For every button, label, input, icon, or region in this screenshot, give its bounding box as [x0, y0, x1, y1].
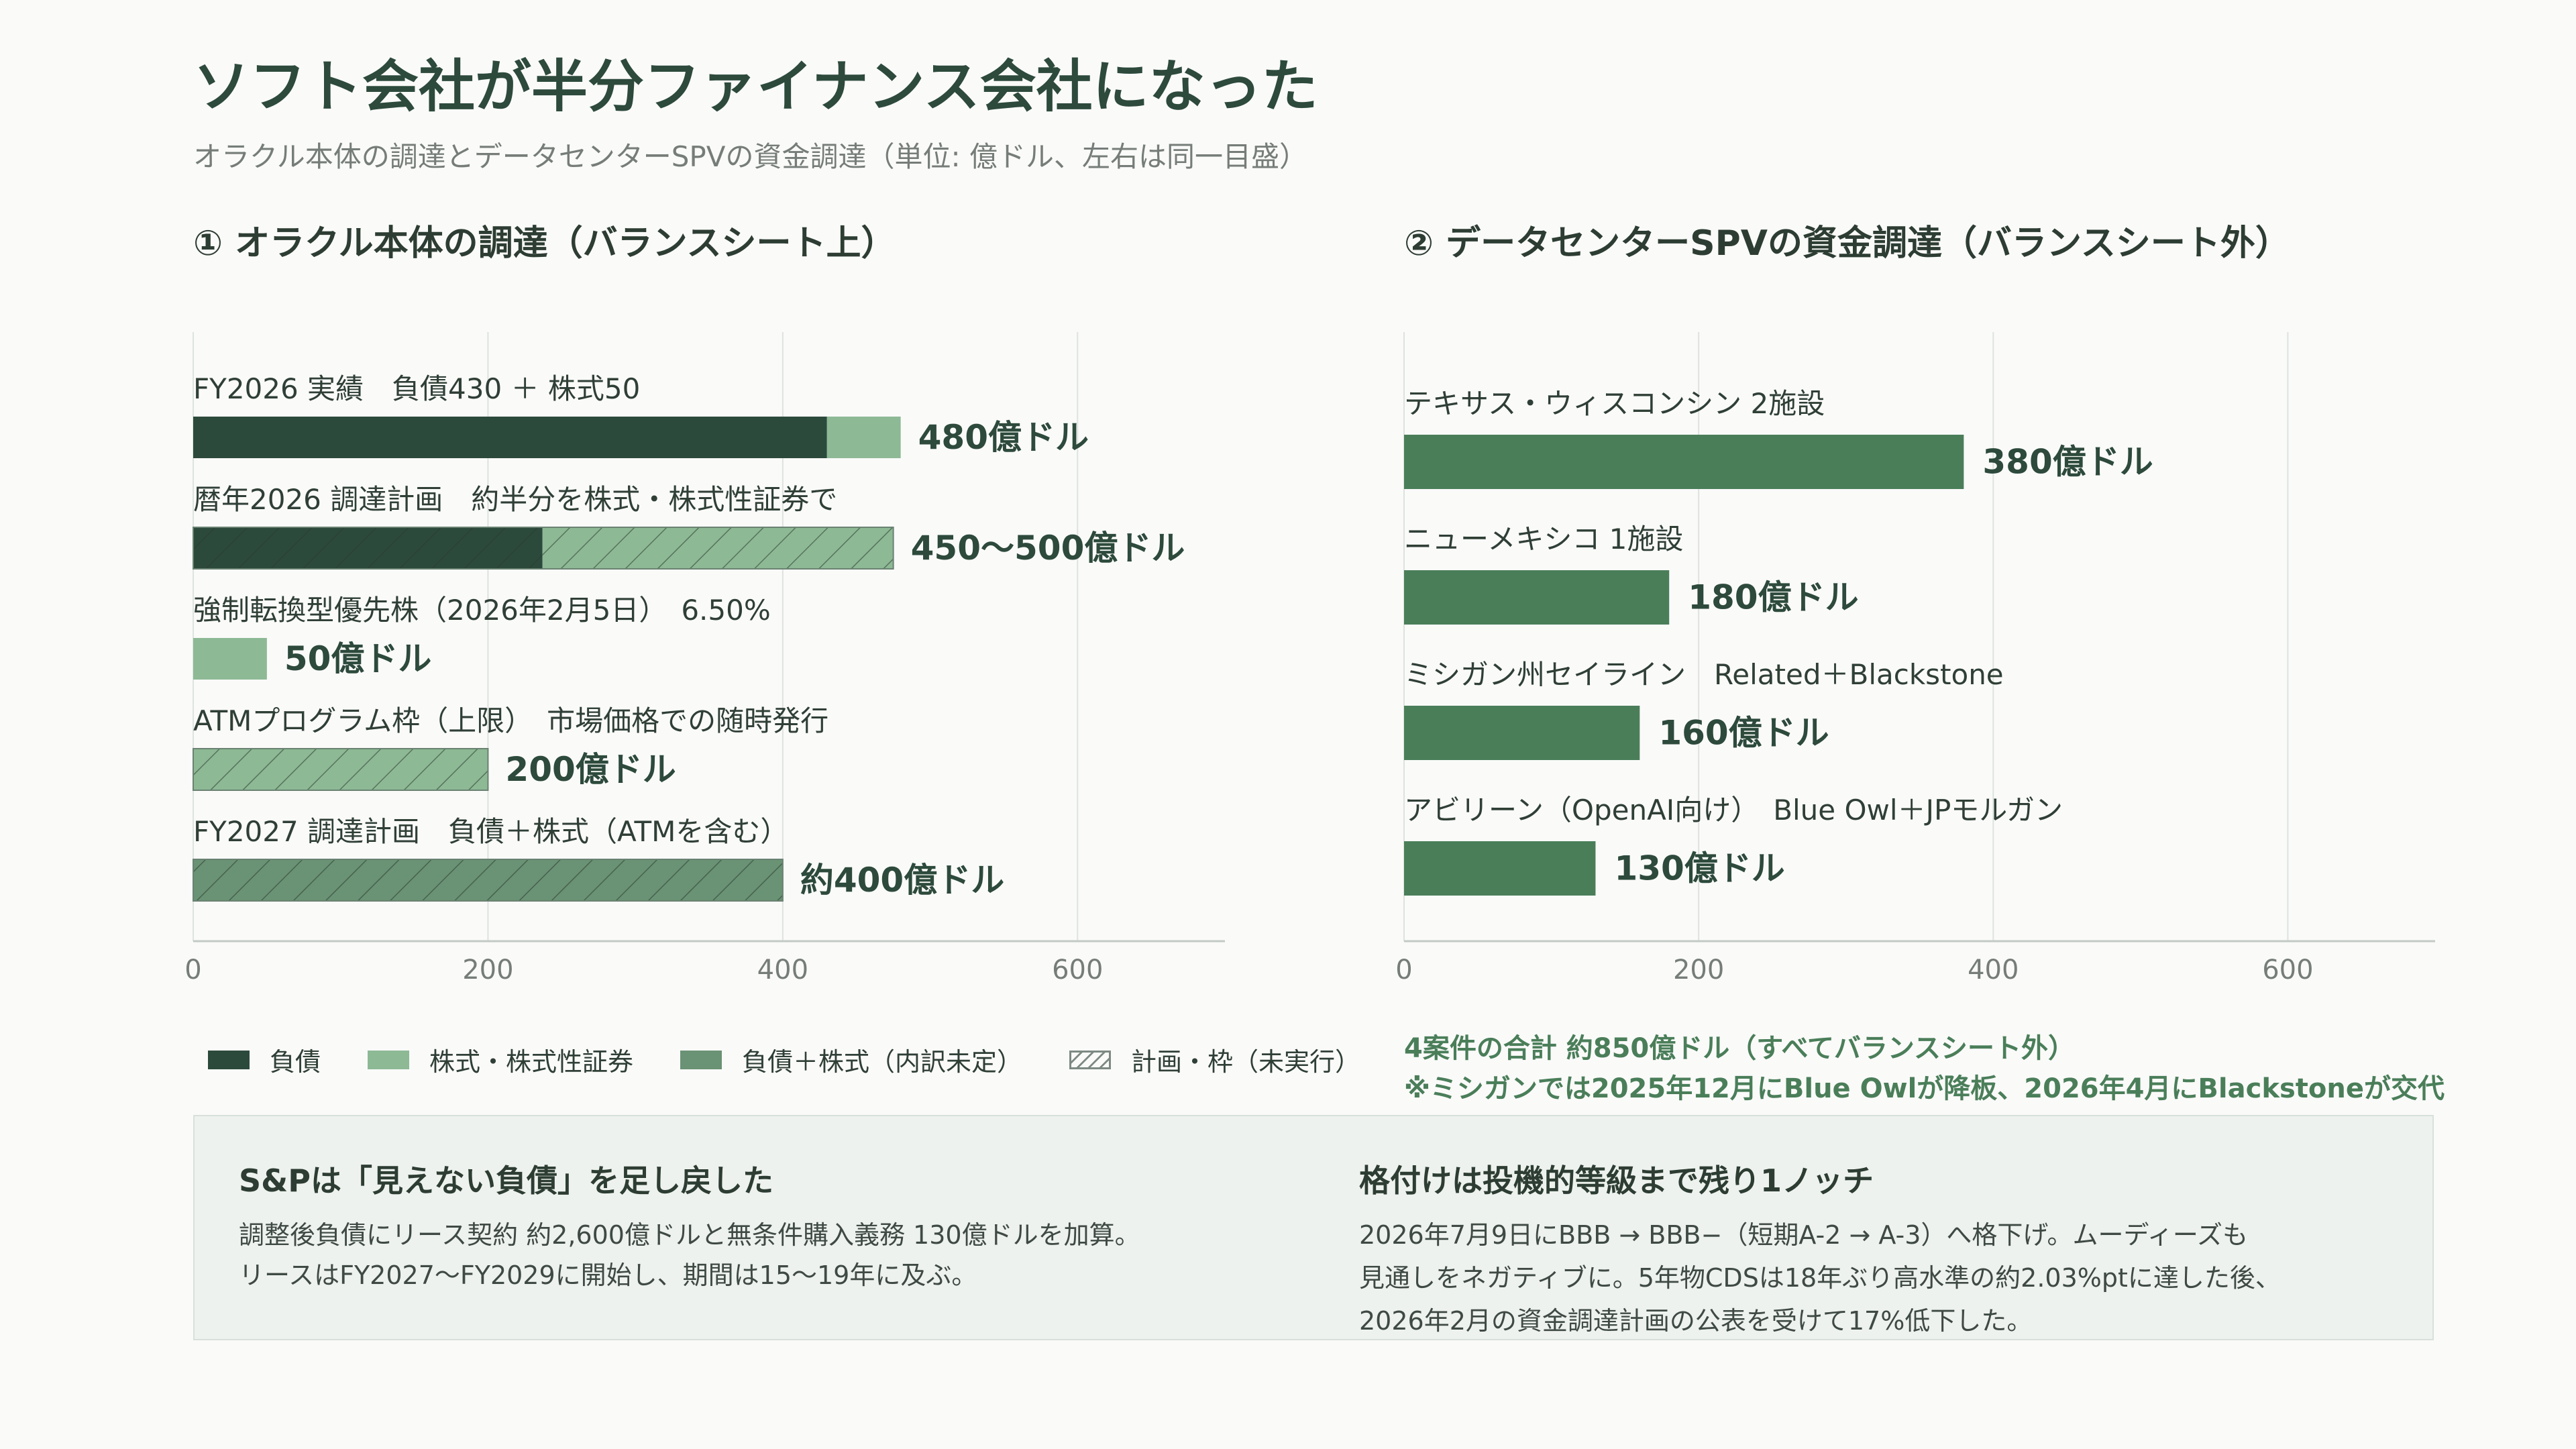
page-title: ソフト会社が半分ファイナンス会社になった	[193, 54, 1318, 119]
right-bar-label: テキサス・ウィスコンシン 2施設	[1404, 387, 1825, 420]
left-bar-segment	[826, 417, 901, 458]
legend-swatch-mixed	[680, 1050, 722, 1069]
rating-note-title: 格付けは投機的等級まで残り1ノッチ	[1359, 1163, 1874, 1199]
right-bar	[1404, 570, 1670, 625]
left-bar-value-label: 450〜500億ドル	[911, 529, 1185, 568]
sp-note-line: リースはFY2027〜FY2029に開始し、期間は15〜19年に及ぶ。	[239, 1260, 977, 1290]
left-tick-label: 600	[1052, 955, 1103, 985]
legend-label-equity: 株式・株式性証券	[429, 1047, 634, 1077]
left-bar-segment	[193, 417, 827, 458]
rating-note-line: 2026年2月の資金調達計画の公表を受けて17%低下した。	[1359, 1306, 2033, 1336]
legend-swatch-debt	[208, 1050, 250, 1069]
right-bar	[1404, 841, 1596, 896]
right-bar	[1404, 435, 1964, 489]
right-bar	[1404, 706, 1640, 760]
left-bar-outline	[193, 527, 894, 570]
legend-label-mixed: 負債＋株式（内訳未定）	[742, 1047, 1023, 1077]
right-bar-value-label: 160億ドル	[1658, 714, 1829, 753]
legend-item-debt: 負債	[208, 1041, 321, 1078]
left-bar-hatch	[193, 749, 488, 790]
right-bar-label: ニューメキシコ 1施設	[1404, 523, 1683, 555]
right-bar-value-label: 130億ドル	[1614, 849, 1784, 888]
left-bar-value-label: 200億ドル	[505, 750, 676, 789]
legend-item-planned: 計画・枠（未実行）	[1069, 1041, 1360, 1078]
left-tick-label: 0	[184, 955, 201, 985]
legend-label-debt: 負債	[270, 1047, 321, 1077]
notes-panel: S&Pは「見えない負債」を足し戻した 調整後負債にリース契約 約2,600億ドル…	[193, 1115, 2434, 1340]
left-bar-segment	[193, 638, 267, 680]
right-bar-label: ミシガン州セイライン Related＋Blackstone	[1404, 658, 2004, 691]
left-bar-hatch	[193, 527, 543, 569]
right-chart-title: ② データセンターSPVの資金調達（バランスシート外）	[1404, 223, 2290, 264]
sp-note-title: S&Pは「見えない負債」を足し戻した	[239, 1163, 773, 1199]
left-tick-label: 200	[462, 955, 513, 985]
spv-total-summary: 4案件の合計 約850億ドル（すべてバランスシート外）	[1404, 1033, 2076, 1064]
left-bar-outline	[193, 748, 489, 791]
right-tick-label: 0	[1395, 955, 1412, 985]
right-tick-label: 600	[2262, 955, 2313, 985]
left-bar-value-label: 約400億ドル	[800, 861, 1004, 900]
left-tick-label: 400	[757, 955, 808, 985]
page-subtitle: オラクル本体の調達とデータセンターSPVの資金調達（単位: 億ドル、左右は同一目…	[193, 140, 1307, 173]
left-bar-label: FY2026 実績 負債430 ＋ 株式50	[193, 372, 640, 405]
legend-swatch-equity	[368, 1050, 410, 1069]
left-bar-outline	[193, 859, 784, 902]
right-bar-label: アビリーン（OpenAI向け） Blue Owl＋JPモルガン	[1404, 794, 2063, 826]
chart-legend: 負債 株式・株式性証券 負債＋株式（内訳未定） 計画・枠（未実行）	[208, 1041, 1407, 1078]
right-bar-value-label: 180億ドル	[1688, 578, 1858, 617]
sp-note-line: 調整後負債にリース契約 約2,600億ドルと無条件購入義務 130億ドルを加算。	[239, 1220, 1140, 1250]
left-bar-label: 強制転換型優先株（2026年2月5日） 6.50%	[193, 594, 771, 627]
left-bar-hatch	[542, 527, 894, 569]
legend-item-equity: 株式・株式性証券	[368, 1041, 633, 1078]
left-chart-title: ① オラクル本体の調達（バランスシート上）	[193, 223, 896, 264]
legend-swatch-planned	[1069, 1050, 1112, 1069]
legend-item-mixed: 負債＋株式（内訳未定）	[680, 1041, 1022, 1078]
left-bar-hatch	[193, 859, 783, 901]
right-bar-value-label: 380億ドル	[1982, 443, 2153, 482]
left-bar-label: 暦年2026 調達計画 約半分を株式・株式性証券で	[193, 483, 837, 516]
rating-note-line: 2026年7月9日にBBB → BBB−（短期A-2 → A-3）へ格下げ。ムー…	[1359, 1220, 2248, 1250]
left-bar-value-label: 50億ドル	[284, 639, 432, 678]
left-bar-label: ATMプログラム枠（上限） 市場価格での随時発行	[193, 704, 828, 737]
left-bar-value-label: 480億ドル	[918, 418, 1089, 457]
right-tick-label: 200	[1673, 955, 1724, 985]
left-bar-label: FY2027 調達計画 負債＋株式（ATMを含む）	[193, 815, 788, 848]
rating-note-line: 見通しをネガティブに。5年物CDSは18年ぶり高水準の約2.03%ptに達した後…	[1359, 1263, 2281, 1293]
right-tick-label: 400	[1968, 955, 2019, 985]
spv-michigan-note: ※ミシガンでは2025年12月にBlue Owlが降板、2026年4月にBlac…	[1404, 1073, 2445, 1104]
legend-label-planned: 計画・枠（未実行）	[1131, 1047, 1361, 1077]
